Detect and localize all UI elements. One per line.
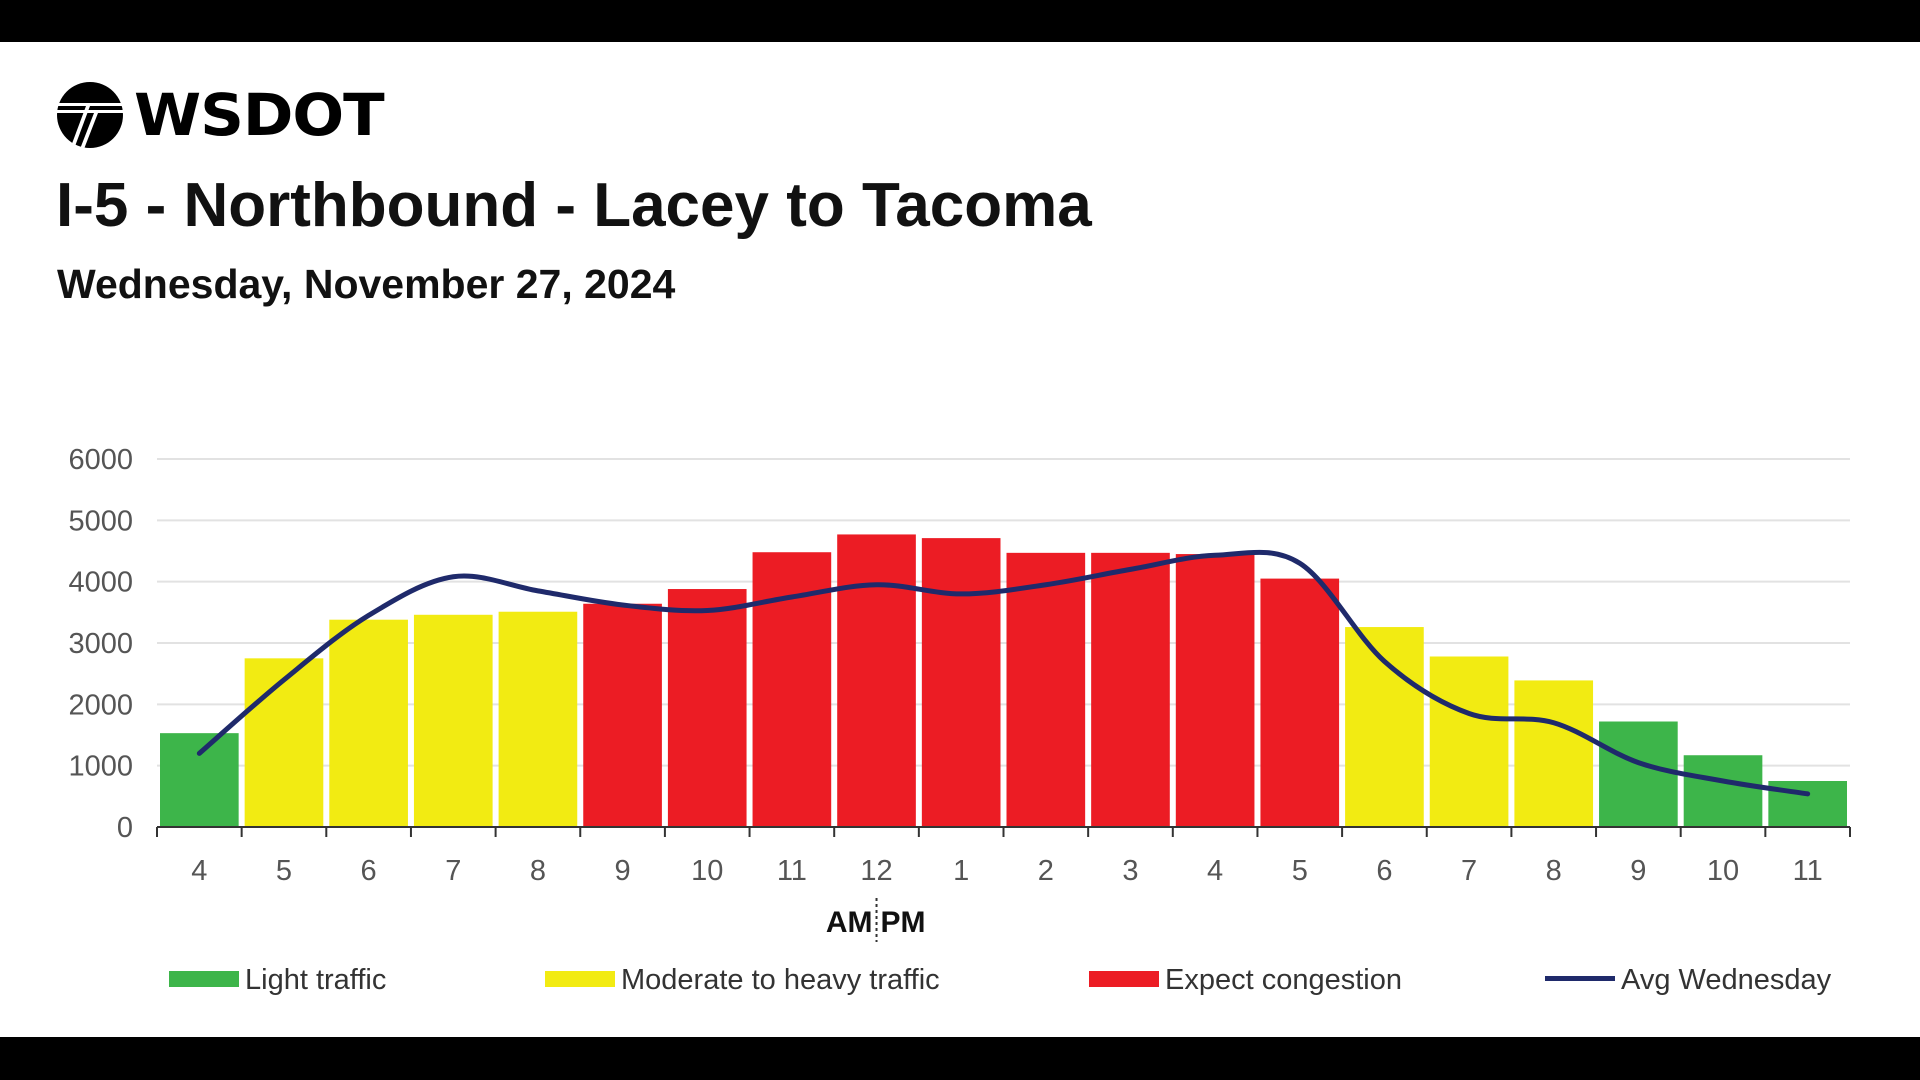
legend-label-avg: Avg Wednesday xyxy=(1621,964,1832,996)
y-tick-label: 4000 xyxy=(68,567,133,599)
x-tick-label: 8 xyxy=(1546,855,1562,887)
chart-canvas: WSDOT I-5 - Northbound - Lacey to Tacoma… xyxy=(0,42,1920,1037)
x-tick-label: 10 xyxy=(691,855,723,887)
x-tick-label: 1 xyxy=(953,855,969,887)
x-tick-label: 3 xyxy=(1122,855,1138,887)
bar-congestion xyxy=(1175,554,1255,827)
x-tick-label: 8 xyxy=(530,855,546,887)
x-tick-label: 9 xyxy=(615,855,631,887)
x-tick-label: 5 xyxy=(276,855,292,887)
am-label: AM xyxy=(826,906,873,939)
logo-text: WSDOT xyxy=(134,81,385,149)
chart-title: I-5 - Northbound - Lacey to Tacoma xyxy=(56,171,1092,240)
chart-subtitle: Wednesday, November 27, 2024 xyxy=(57,261,676,307)
legend-label-light: Light traffic xyxy=(245,964,386,996)
x-tick-label: 5 xyxy=(1292,855,1308,887)
x-tick-label: 10 xyxy=(1707,855,1739,887)
x-tick-label: 6 xyxy=(1376,855,1392,887)
y-tick-label: 1000 xyxy=(68,751,133,783)
bar-congestion xyxy=(583,603,662,827)
bar-moderate xyxy=(1345,627,1424,827)
avg-wednesday-line xyxy=(196,549,1811,797)
x-tick-label: 11 xyxy=(1793,855,1823,887)
x-tick-label: 11 xyxy=(777,855,807,887)
y-tick-label: 3000 xyxy=(68,628,133,660)
bar-moderate xyxy=(244,658,324,827)
x-tick-label: 4 xyxy=(191,855,207,887)
y-tick-label: 0 xyxy=(117,812,133,844)
bar-congestion xyxy=(921,538,1001,827)
bar-congestion xyxy=(1006,552,1086,827)
bar-congestion xyxy=(837,534,916,827)
x-tick-label: 7 xyxy=(445,855,461,887)
x-tick-label: 2 xyxy=(1038,855,1054,887)
x-tick-label: 12 xyxy=(860,855,892,887)
y-tick-label: 6000 xyxy=(68,444,133,476)
legend-swatch-moderate xyxy=(545,971,615,987)
bar-light xyxy=(1683,755,1763,827)
bar-light xyxy=(160,733,239,827)
wsdot-logo: WSDOT xyxy=(56,81,385,149)
x-tick-label: 6 xyxy=(361,855,377,887)
bar-moderate xyxy=(329,619,408,827)
bar-congestion xyxy=(667,589,747,827)
legend-swatch-avg xyxy=(1545,976,1615,981)
bar-moderate xyxy=(1514,680,1594,827)
pm-label: PM xyxy=(881,906,926,939)
x-tick-label: 4 xyxy=(1207,855,1223,887)
y-tick-label: 2000 xyxy=(68,689,133,721)
legend-label-congestion: Expect congestion xyxy=(1165,964,1402,996)
x-tick-label: 7 xyxy=(1461,855,1477,887)
legend-swatch-congestion xyxy=(1089,971,1159,987)
bar-moderate xyxy=(413,614,493,827)
bar-congestion xyxy=(1091,552,1170,827)
bar-light xyxy=(1599,721,1678,827)
bar-moderate xyxy=(498,611,578,827)
wsdot-logo-icon xyxy=(56,82,124,149)
bar-moderate xyxy=(1429,656,1509,827)
legend-swatch-light xyxy=(169,971,239,987)
bar-congestion xyxy=(1260,578,1340,827)
y-tick-label: 5000 xyxy=(68,505,133,537)
x-tick-label: 9 xyxy=(1630,855,1646,887)
legend-label-moderate: Moderate to heavy traffic xyxy=(621,964,940,996)
